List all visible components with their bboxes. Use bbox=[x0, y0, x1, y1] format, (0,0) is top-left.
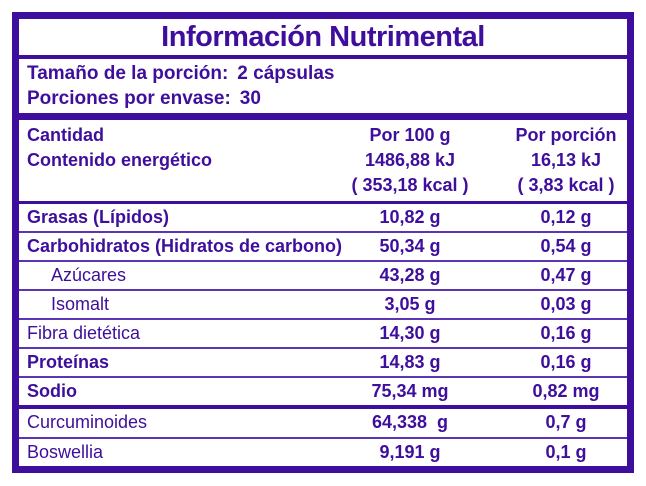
table-header: Cantidad Contenido energético Por 100 g … bbox=[19, 120, 627, 204]
row-per-serving: 0,16 g bbox=[540, 352, 592, 372]
row-per-100g: 75,34 mg bbox=[371, 381, 449, 401]
row-nutrient-name: Sodio bbox=[27, 381, 77, 401]
servings-per-container-value: 30 bbox=[239, 88, 261, 109]
row-nutrient-name: Curcuminoides bbox=[27, 412, 148, 433]
servings-per-container-label: Porciones por envase: bbox=[27, 88, 231, 109]
header-per-serving-kj: 16,13 kJ bbox=[530, 150, 602, 170]
serving-size-line: Tamaño de la porción: 2 cápsulas bbox=[27, 61, 619, 86]
header-amount-label: Cantidad bbox=[27, 125, 105, 145]
table-row: Proteínas 14,83 g 0,16 g bbox=[19, 349, 627, 378]
row-per-serving: 0,82 mg bbox=[532, 381, 600, 401]
header-per-100g-column: Por 100 g 1486,88 kJ ( 353,18 kcal ) bbox=[315, 123, 505, 198]
nutrient-rows: Grasas (Lípidos) 10,82 g 0,12 g Carbohid… bbox=[19, 204, 627, 409]
table-row: Carbohidratos (Hidratos de carbono) 50,3… bbox=[19, 233, 627, 262]
row-per-100g: 43,28 g bbox=[379, 265, 441, 285]
row-per-100g: 10,82 g bbox=[379, 207, 441, 227]
row-nutrient-name: Isomalt bbox=[51, 294, 110, 314]
row-nutrient-name: Fibra dietética bbox=[27, 323, 141, 343]
table-row: Curcuminoides 64,338 g 0,7 g bbox=[19, 409, 627, 439]
servings-per-container-line: Porciones por envase: 30 bbox=[27, 86, 619, 111]
supplement-rows: Curcuminoides 64,338 g 0,7 g Boswellia 9… bbox=[19, 409, 627, 466]
header-amount-column: Cantidad Contenido energético bbox=[19, 123, 315, 198]
header-per-serving-kcal: ( 3,83 kcal ) bbox=[517, 175, 615, 195]
label-title: Información Nutrimental bbox=[161, 21, 485, 53]
row-nutrient-name: Grasas (Lípidos) bbox=[27, 207, 170, 227]
table-row: Grasas (Lípidos) 10,82 g 0,12 g bbox=[19, 204, 627, 233]
serving-size-value: 2 cápsulas bbox=[237, 63, 335, 84]
row-per-100g: 14,30 g bbox=[379, 323, 441, 343]
serving-section: Tamaño de la porción: 2 cápsulas Porcione… bbox=[19, 59, 627, 120]
header-per-100g-label: Por 100 g bbox=[369, 125, 451, 145]
header-per-100g-kj: 1486,88 kJ bbox=[364, 150, 456, 170]
row-per-serving: 0,16 g bbox=[540, 323, 592, 343]
nutrition-label: Información Nutrimental Tamaño de la por… bbox=[12, 12, 634, 473]
row-per-100g: 14,83 g bbox=[379, 352, 441, 372]
title-section: Información Nutrimental bbox=[19, 19, 627, 59]
row-nutrient-name: Carbohidratos (Hidratos de carbono) bbox=[27, 236, 343, 256]
row-per-serving: 0,12 g bbox=[540, 207, 592, 227]
row-per-100g: 64,338 g bbox=[371, 412, 449, 433]
header-per-serving-label: Por porción bbox=[515, 125, 617, 145]
serving-size-label: Tamaño de la porción: bbox=[27, 63, 229, 84]
row-per-100g: 50,34 g bbox=[379, 236, 441, 256]
table-row: Azúcares 43,28 g 0,47 g bbox=[19, 262, 627, 291]
row-per-serving: 0,03 g bbox=[540, 294, 592, 314]
row-per-serving: 0,47 g bbox=[540, 265, 592, 285]
header-energy-label: Contenido energético bbox=[27, 150, 213, 170]
row-nutrient-name: Proteínas bbox=[27, 352, 110, 372]
row-per-serving: 0,7 g bbox=[545, 412, 587, 433]
row-nutrient-name: Azúcares bbox=[51, 265, 127, 285]
table-row: Fibra dietética 14,30 g 0,16 g bbox=[19, 320, 627, 349]
row-per-100g: 3,05 g bbox=[384, 294, 436, 314]
table-row: Boswellia 9,191 g 0,1 g bbox=[19, 439, 627, 467]
row-nutrient-name: Boswellia bbox=[27, 441, 104, 462]
header-per-serving-column: Por porción 16,13 kJ ( 3,83 kcal ) bbox=[505, 123, 627, 198]
table-row: Isomalt 3,05 g 0,03 g bbox=[19, 291, 627, 320]
row-per-serving: 0,54 g bbox=[540, 236, 592, 256]
header-per-100g-kcal: ( 353,18 kcal ) bbox=[351, 175, 469, 195]
row-per-100g: 9,191 g bbox=[379, 441, 441, 462]
table-row: Sodio 75,34 mg 0,82 mg bbox=[19, 378, 627, 409]
row-per-serving: 0,1 g bbox=[545, 441, 587, 462]
